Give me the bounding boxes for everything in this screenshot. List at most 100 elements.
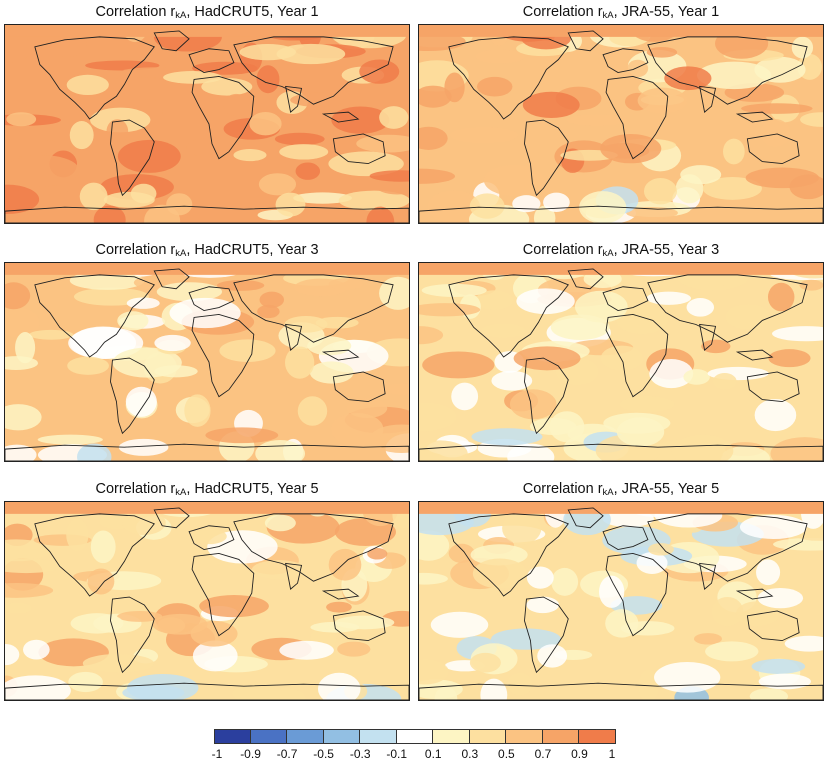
map-anomaly-region xyxy=(334,615,395,630)
map-anomaly-region xyxy=(509,389,557,420)
map-panel: Correlation rkA, HadCRUT5, Year 5 xyxy=(4,479,410,701)
coastline xyxy=(321,111,360,123)
coastline xyxy=(746,371,800,403)
colorbar-tick-label: -1 xyxy=(211,747,223,761)
coastline xyxy=(110,357,155,435)
map-anomaly-region xyxy=(636,551,668,574)
coastline xyxy=(332,371,386,403)
map-anomaly-region xyxy=(5,282,31,310)
panel-title: Correlation rkA, JRA-55, Year 3 xyxy=(418,240,824,260)
map-anomaly-region xyxy=(471,428,543,446)
coastline xyxy=(699,323,717,351)
map-anomaly-region xyxy=(259,291,285,308)
map-anomaly-region xyxy=(646,291,692,305)
map-anomaly-region xyxy=(599,575,625,608)
map-anomaly-region xyxy=(537,644,568,668)
map-anomaly-region xyxy=(5,184,40,214)
map-anomaly-region xyxy=(450,127,518,144)
map-anomaly-region xyxy=(205,427,279,444)
map-anomaly-region xyxy=(130,183,157,204)
map-anomaly-region xyxy=(627,59,649,78)
coastline xyxy=(285,323,303,351)
correlation-map xyxy=(418,24,824,224)
map-anomaly-region xyxy=(251,560,306,580)
map-anomaly-region xyxy=(712,372,737,390)
map-anomaly-region xyxy=(772,326,823,342)
coastline xyxy=(419,682,823,700)
map-anomaly-region xyxy=(69,326,137,359)
map-anomaly-region xyxy=(359,59,400,84)
map-anomaly-region xyxy=(284,315,328,333)
coastline xyxy=(191,553,255,637)
colorbar-segment xyxy=(323,729,361,744)
coastline xyxy=(5,205,409,223)
map-anomaly-region xyxy=(5,602,32,614)
coastline xyxy=(5,682,409,700)
map-anomaly-region xyxy=(739,514,807,540)
panel-title-prefix: Correlation r xyxy=(95,4,176,20)
map-anomaly-region xyxy=(419,85,452,108)
map-anomaly-region xyxy=(5,643,20,666)
map-anomaly-region xyxy=(637,87,687,114)
map-anomaly-region xyxy=(379,276,409,310)
map-anomaly-region xyxy=(28,329,74,340)
map-anomaly-region xyxy=(274,132,325,146)
map-anomaly-region xyxy=(356,134,409,153)
map-anomaly-region xyxy=(307,336,352,356)
coastline xyxy=(699,562,717,590)
map-anomaly-region xyxy=(654,661,721,693)
coastline xyxy=(110,119,155,197)
map-anomaly-region xyxy=(87,568,115,595)
map-anomaly-region xyxy=(90,530,116,564)
map-anomaly-region xyxy=(722,138,745,165)
map-anomaly-region xyxy=(5,33,32,63)
coastline xyxy=(605,553,669,637)
map-anomaly-region xyxy=(469,193,505,219)
map-anomaly-region xyxy=(163,71,223,84)
panel-title-prefix: Correlation r xyxy=(95,242,176,258)
map-arctic-band xyxy=(419,25,823,37)
map-anomaly-region xyxy=(643,178,678,205)
panel-title-prefix: Correlation r xyxy=(522,242,603,258)
map-anomaly-region xyxy=(472,558,527,589)
map-anomaly-region xyxy=(66,518,89,552)
map-anomaly-region xyxy=(67,356,109,375)
map-anomaly-region xyxy=(502,512,542,545)
map-anomaly-region xyxy=(419,530,450,561)
map-anomaly-region xyxy=(256,65,280,94)
map-anomaly-region xyxy=(419,572,448,585)
map-anomaly-region xyxy=(285,346,315,379)
map-panel: Correlation rkA, JRA-55, Year 3 xyxy=(418,240,824,462)
colorbar-tick-label: -0.3 xyxy=(349,747,371,761)
panel-title: Correlation rkA, HadCRUT5, Year 3 xyxy=(4,240,410,260)
map-anomaly-region xyxy=(331,412,384,446)
coastline xyxy=(647,36,808,105)
map-anomaly-region xyxy=(491,370,533,391)
coastline xyxy=(321,349,360,361)
colorbar-tick-label: -0.5 xyxy=(313,747,334,761)
coastline xyxy=(647,274,808,343)
map-anomaly-region xyxy=(616,305,669,335)
map-anomaly-region xyxy=(600,133,662,164)
coastline xyxy=(524,357,569,435)
map-anomaly-region xyxy=(6,112,37,127)
map-arctic-band xyxy=(419,263,823,275)
coastline xyxy=(419,205,823,223)
map-anomaly-region xyxy=(574,290,628,323)
coastline xyxy=(332,133,386,165)
coastline xyxy=(110,596,155,674)
panel-title-subscript: kA xyxy=(602,248,614,259)
map-anomaly-region xyxy=(326,601,352,613)
map-anomaly-region xyxy=(526,596,560,614)
map-anomaly-region xyxy=(15,332,36,364)
coastline xyxy=(5,443,409,461)
map-anomaly-region xyxy=(367,548,388,560)
correlation-map xyxy=(418,501,824,701)
map-anomaly-region xyxy=(118,438,169,456)
map-anomaly-region xyxy=(190,620,238,647)
map-anomaly-region xyxy=(491,628,561,650)
map-anomaly-region xyxy=(754,399,797,432)
coastline xyxy=(647,513,808,582)
map-anomaly-region xyxy=(741,103,813,114)
map-anomaly-region xyxy=(773,537,823,551)
